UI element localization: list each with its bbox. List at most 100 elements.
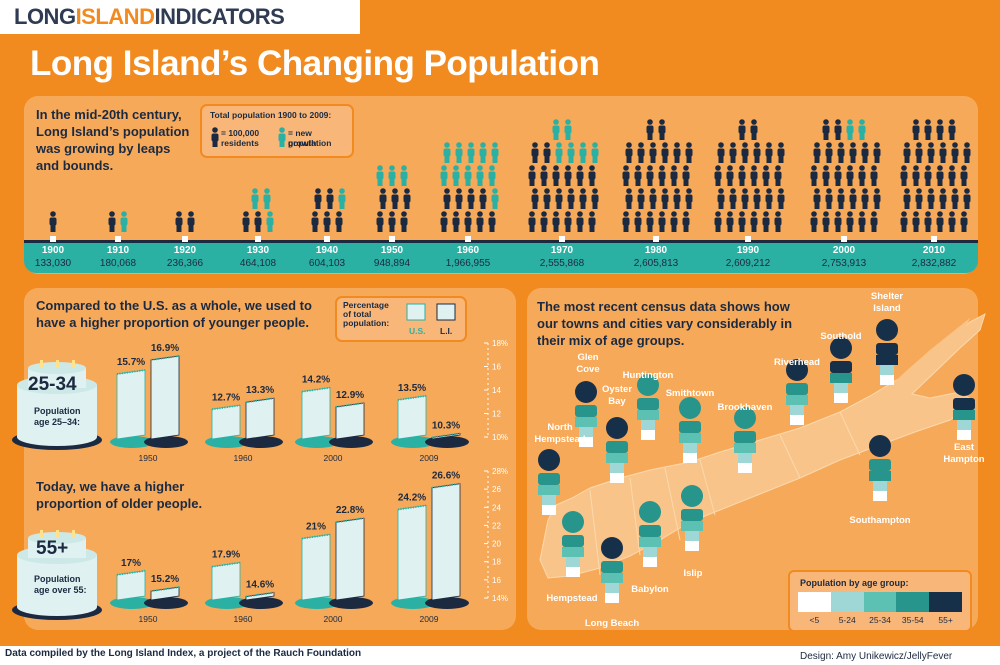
bar-base	[425, 436, 469, 448]
bar-base	[239, 597, 283, 609]
person-icon	[49, 211, 57, 232]
bar-value-label: 16.9%	[151, 343, 179, 354]
person-icon	[391, 188, 399, 209]
figure-legs	[873, 481, 887, 491]
figure-waist	[681, 521, 703, 531]
bar-us	[211, 562, 241, 601]
category-label: 2009	[420, 614, 439, 624]
person-icon	[912, 165, 920, 186]
place-label: Shelter	[871, 291, 904, 302]
person-icon	[649, 142, 657, 163]
timeline-population-label: 948,894	[373, 258, 411, 269]
person-icon	[467, 188, 475, 209]
bar-base	[391, 436, 435, 448]
figure-torso	[681, 509, 703, 521]
bar-us	[116, 369, 146, 440]
figure-head	[606, 417, 628, 439]
age-bar-charts: 10% 12 14 16 18% 15.7% 16.9% 1950 12.7% 13.3% 1960…	[110, 339, 508, 624]
place-label-line-2: Hampton	[943, 454, 984, 465]
person-icon	[338, 188, 346, 209]
person-icon	[858, 119, 866, 140]
place-label: East	[954, 442, 975, 453]
cake-55-caption: Population age over 55:	[34, 574, 87, 596]
bar-us	[301, 534, 331, 601]
figure-head	[575, 381, 597, 403]
bar-us	[397, 395, 427, 440]
person-icon	[175, 211, 183, 232]
figure-waist	[601, 573, 623, 583]
person-icon	[729, 188, 737, 209]
person-icon	[531, 142, 539, 163]
cake-55-caption-line-2: age over 55:	[34, 585, 87, 595]
person-icon	[912, 119, 920, 140]
resident-person-icon	[211, 127, 219, 147]
y-tick-label: 18	[492, 558, 501, 567]
figure-head	[681, 485, 703, 507]
figure-southold: Southold	[820, 331, 862, 403]
person-icon	[464, 165, 472, 186]
person-icon	[753, 142, 761, 163]
person-icon	[685, 142, 693, 163]
timeline-population-label: 2,832,882	[911, 258, 957, 269]
person-icon	[960, 165, 968, 186]
north-fork-shape	[880, 318, 970, 398]
person-icon	[813, 142, 821, 163]
figure-riverhead: Riverhead	[774, 357, 820, 425]
person-icon	[936, 165, 944, 186]
figure-torso	[679, 421, 701, 433]
timeline-population-label: 2,555,868	[539, 258, 585, 269]
bar-value-label: 24.2%	[398, 492, 426, 503]
bar-base	[239, 436, 283, 448]
person-icon	[251, 188, 259, 209]
legend-label-5-24: 5-24	[838, 615, 856, 625]
figure-feet	[790, 415, 804, 425]
legend-label-25-34: 25-34	[869, 615, 891, 625]
figure-torso	[562, 535, 584, 547]
figure-head	[830, 337, 852, 359]
person-icon	[452, 211, 460, 232]
timeline-year-label: 1940	[315, 245, 339, 256]
bar-value-label: 12.9%	[336, 390, 364, 401]
person-icon	[870, 165, 878, 186]
person-icon	[564, 165, 572, 186]
footer-bar	[0, 646, 1000, 665]
age-heading-2: Today, we have a higher proportion of ol…	[36, 478, 202, 512]
person-icon	[858, 165, 866, 186]
person-icon	[822, 211, 830, 232]
timeline-population-label: 2,753,913	[821, 258, 867, 269]
person-icon	[314, 188, 322, 209]
person-icon	[266, 211, 274, 232]
timeline-marker	[255, 236, 261, 242]
population-pictogram	[49, 119, 971, 232]
person-icon	[834, 165, 842, 186]
bar-value-label: 14.6%	[246, 580, 274, 591]
figure-waist	[734, 443, 756, 453]
map-heading-line-1: The most recent census data shows how	[537, 299, 790, 314]
page-title: Long Island’s Changing Population	[30, 44, 600, 83]
figure-waist	[953, 410, 975, 420]
place-label: North	[547, 422, 573, 433]
bar-value-label: 12.7%	[212, 392, 240, 403]
person-icon	[443, 142, 451, 163]
figure-waist	[830, 373, 852, 383]
person-icon	[670, 165, 678, 186]
person-icon	[670, 211, 678, 232]
figure-feet	[957, 430, 971, 440]
figure-head	[562, 511, 584, 533]
timeline-year-label: 1980	[644, 245, 668, 256]
person-icon	[400, 165, 408, 186]
person-icon	[912, 211, 920, 232]
person-icon	[682, 211, 690, 232]
figure-torso	[869, 459, 891, 471]
figure-long-beach: Long Beach	[585, 537, 639, 629]
person-icon	[637, 142, 645, 163]
person-icon	[263, 188, 271, 209]
person-icon	[579, 142, 587, 163]
figure-torso	[786, 383, 808, 395]
figure-waist	[538, 485, 560, 495]
person-icon	[254, 211, 262, 232]
town-borders	[589, 411, 861, 576]
figure-feet	[834, 393, 848, 403]
bar-base	[425, 597, 469, 609]
